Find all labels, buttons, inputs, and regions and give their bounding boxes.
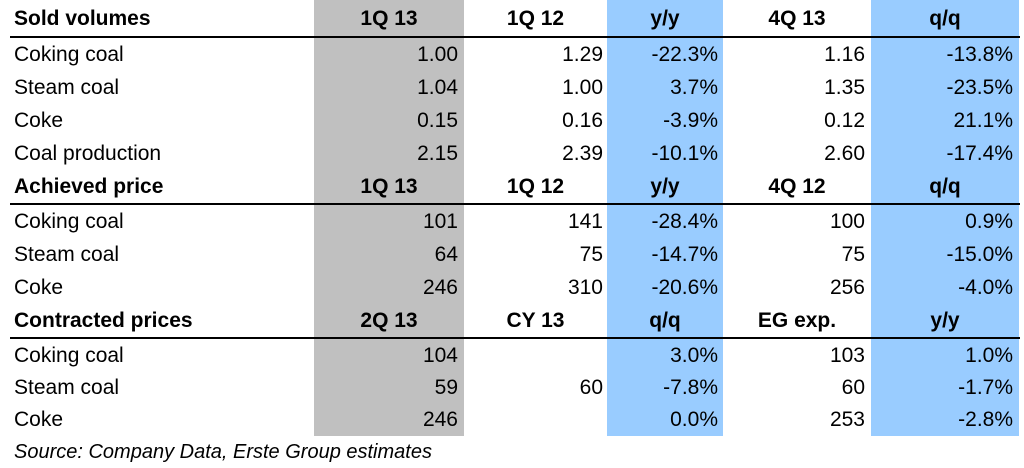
table-cell: 103 [829,344,865,367]
table-cell: -4.0% [958,276,1013,299]
column-header: q/q [649,309,681,332]
table-row: Coke 246 310 -20.6% 256 -4.0% [0,271,1024,304]
table-cell: 1.00 [562,76,603,99]
table-row: Coke 246 0.0% 253 -2.8% [0,403,1024,436]
table-cell: -28.4% [651,210,718,233]
table-cell: -14.7% [651,243,718,266]
column-header: q/q [929,175,961,198]
column-header: CY 13 [506,309,565,332]
table-cell: 2.15 [417,142,458,165]
table-row: Steam coal 1.04 1.00 3.7% 1.35 -23.5% [0,71,1024,104]
table-cell: 141 [567,210,603,233]
row-label: Steam coal [14,376,120,399]
row-label: Coal production [14,142,162,165]
table-cell [464,339,607,372]
table-cell: 1.29 [562,43,603,66]
table-cell: 64 [434,243,458,266]
table-cell: -22.3% [651,43,718,66]
column-header: 4Q 13 [768,7,826,30]
column-header: 4Q 12 [768,175,826,198]
row-label: Coke [14,276,64,299]
table-cell: -7.8% [663,376,718,399]
table-cell [464,403,607,436]
table-cell: 246 [422,276,458,299]
row-label: Coking coal [14,344,124,367]
row-label: Coking coal [14,210,124,233]
source-note: Source: Company Data, Erste Group estima… [14,441,432,463]
table-cell: -17.4% [946,142,1013,165]
column-header: y/y [650,175,680,198]
column-header: y/y [930,309,960,332]
table-cell: 0.15 [417,109,458,132]
table-cell: 246 [422,408,458,431]
table-cell: 253 [829,408,865,431]
column-header: q/q [929,7,961,30]
table-cell: 75 [841,243,865,266]
table-cell: 101 [422,210,458,233]
column-header: EG exp. [757,309,837,332]
row-label: Coking coal [14,43,124,66]
table-cell: -20.6% [651,276,718,299]
table-cell: 75 [579,243,603,266]
table-cell: -10.1% [651,142,718,165]
table-cell: 60 [841,376,865,399]
table-cell: -15.0% [946,243,1013,266]
table-cell: 3.0% [670,344,718,367]
column-header: y/y [650,7,680,30]
table-cell: 0.9% [965,210,1013,233]
table-cell: 1.16 [824,43,865,66]
column-header: 2Q 13 [360,309,418,332]
header-divider [10,36,1020,38]
row-label: Steam coal [14,76,120,99]
table-cell: 2.39 [562,142,603,165]
row-label: Steam coal [14,243,120,266]
table-cell: 0.12 [824,109,865,132]
table-cell: -1.7% [958,376,1013,399]
table-row: Steam coal 59 60 -7.8% 60 -1.7% [0,371,1024,404]
column-header: 1Q 13 [360,175,418,198]
table-cell: 1.35 [824,76,865,99]
row-label: Coke [14,408,64,431]
header-divider [10,337,1020,339]
table-cell: -2.8% [958,408,1013,431]
table-cell: -13.8% [946,43,1013,66]
table-cell: 2.60 [824,142,865,165]
section-title: Sold volumes [14,7,151,30]
column-header: 1Q 13 [360,7,418,30]
table-cell: 0.16 [562,109,603,132]
table-cell: 60 [579,376,603,399]
highlight-column-grey [314,0,464,436]
table-cell: 21.1% [953,109,1013,132]
table-row: Coking coal 1.00 1.29 -22.3% 1.16 -13.8% [0,38,1024,71]
table-cell: 100 [829,210,865,233]
section-header-sold-volumes: Sold volumes 1Q 13 1Q 12 y/y 4Q 13 q/q [0,2,1024,35]
table-row: Coke 0.15 0.16 -3.9% 0.12 21.1% [0,104,1024,137]
table-cell: 256 [829,276,865,299]
table-row: Coking coal 101 141 -28.4% 100 0.9% [0,205,1024,238]
table-cell: 1.00 [417,43,458,66]
table-cell: 1.04 [417,76,458,99]
table-cell: -23.5% [946,76,1013,99]
highlight-column-blue-1 [607,0,723,436]
column-header: 1Q 12 [506,7,565,30]
header-divider [10,203,1020,205]
table-cell: 3.7% [670,76,718,99]
column-header: 1Q 12 [506,175,565,198]
table-row: Coal production 2.15 2.39 -10.1% 2.60 -1… [0,137,1024,170]
table-cell: 310 [567,276,603,299]
table-cell: 104 [422,344,458,367]
table-cell: -3.9% [663,109,718,132]
table-cell: 59 [434,376,458,399]
table-row: Coking coal 104 3.0% 103 1.0% [0,339,1024,372]
section-header-achieved-price: Achieved price 1Q 13 1Q 12 y/y 4Q 12 q/q [0,170,1024,203]
highlight-column-blue-2 [871,0,1019,436]
table-cell: 1.0% [965,344,1013,367]
section-title: Contracted prices [14,309,193,332]
section-header-contracted-prices: Contracted prices 2Q 13 CY 13 q/q EG exp… [0,304,1024,337]
table-row: Steam coal 64 75 -14.7% 75 -15.0% [0,238,1024,271]
row-label: Coke [14,109,64,132]
section-title: Achieved price [14,175,164,198]
table-cell: 0.0% [670,408,718,431]
